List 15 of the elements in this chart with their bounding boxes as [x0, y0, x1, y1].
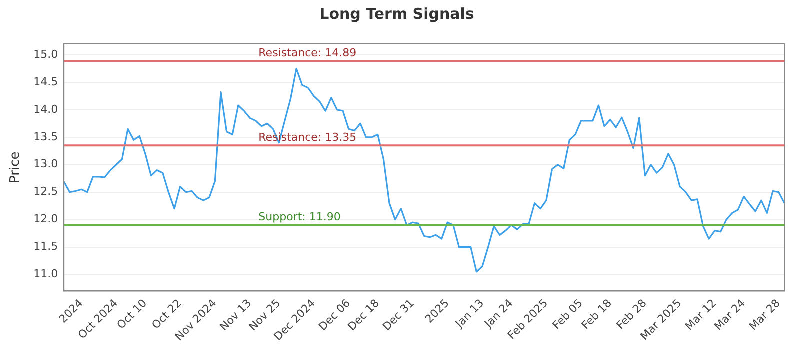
x-tick-label: Mar 28: [746, 296, 783, 334]
y-tick-label: 11.0: [34, 268, 58, 281]
y-tick-label: 15.0: [34, 48, 58, 61]
x-tick-label: Dec 31: [380, 296, 417, 334]
y-tick-label: 14.5: [34, 75, 58, 88]
y-axis-title: Price: [8, 152, 24, 184]
y-tick-label: 11.5: [34, 240, 58, 254]
y-tick-label: 13.5: [34, 130, 58, 144]
ref-line-label: Resistance: 14.89: [258, 46, 357, 60]
y-tick-label: 12.0: [34, 212, 58, 226]
y-tick-label: 12.5: [34, 185, 58, 198]
chart-title: Long Term Signals: [320, 4, 474, 23]
ref-line-label: Support: 11.90: [258, 210, 341, 224]
y-tick-label: 13.0: [34, 158, 58, 171]
y-tick-label: 14.0: [34, 102, 58, 116]
